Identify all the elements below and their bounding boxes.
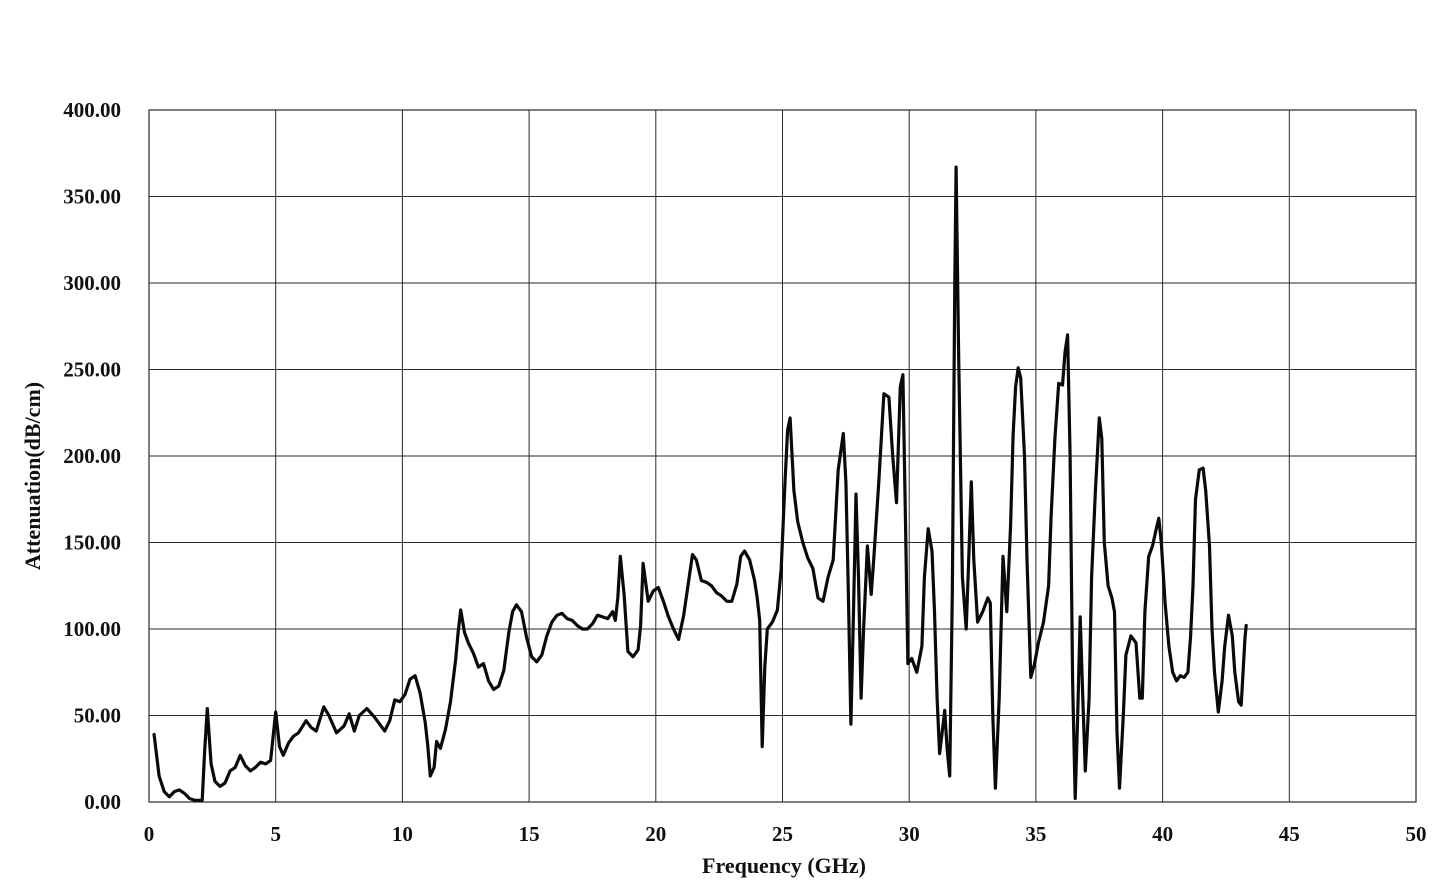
y-tick-label: 300.00	[63, 271, 121, 295]
y-tick-label: 150.00	[63, 531, 121, 555]
x-tick-label: 40	[1152, 822, 1173, 846]
y-tick-label: 50.00	[74, 704, 121, 728]
series-line	[152, 165, 1248, 802]
y-axis-title: Attenuation(dB/cm)	[20, 382, 45, 570]
x-tick-label: 0	[144, 822, 155, 846]
x-tick-label: 50	[1406, 822, 1427, 846]
x-tick-label: 45	[1279, 822, 1300, 846]
grid-lines	[148, 109, 1417, 803]
x-tick-label: 25	[772, 822, 793, 846]
y-tick-label: 400.00	[63, 98, 121, 122]
y-axis-ticks: 0.00 50.00 100.00 150.00 200.00 250.00 300.00 3…	[63, 98, 121, 814]
x-tick-label: 5	[270, 822, 281, 846]
y-tick-label: 100.00	[63, 617, 121, 641]
x-axis-title: Frequency (GHz)	[702, 853, 866, 878]
x-tick-label: 10	[392, 822, 413, 846]
y-tick-label: 200.00	[63, 444, 121, 468]
plot-frame	[148, 109, 1417, 803]
x-tick-label: 15	[519, 822, 540, 846]
x-tick-label: 30	[899, 822, 920, 846]
x-tick-label: 35	[1025, 822, 1046, 846]
y-tick-label: 0.00	[84, 790, 121, 814]
y-tick-label: 250.00	[63, 358, 121, 382]
x-axis-ticks: 0 5 10 15 20 25 30 35 40 45 50	[144, 822, 1427, 846]
x-tick-label: 20	[645, 822, 666, 846]
y-tick-label: 350.00	[63, 185, 121, 209]
